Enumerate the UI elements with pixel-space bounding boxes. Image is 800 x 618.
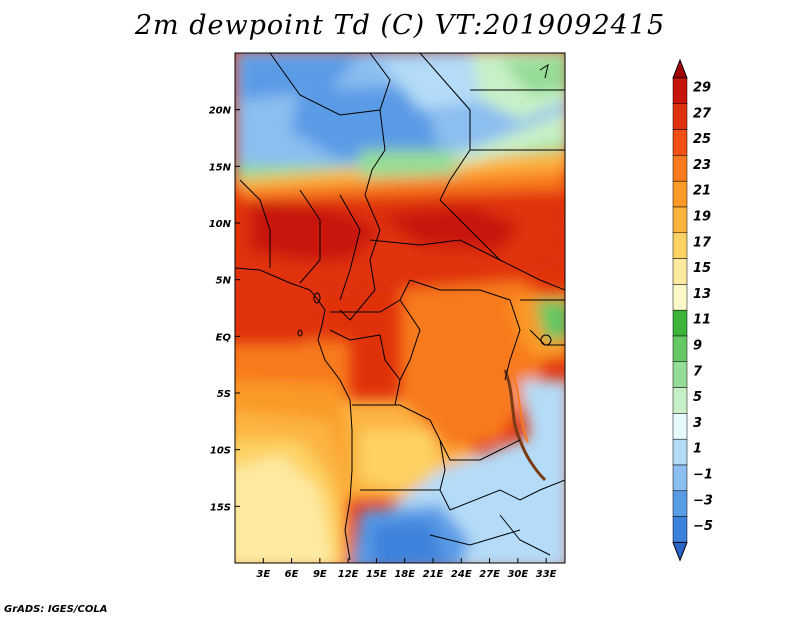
- lat-tick-label: 20N: [209, 106, 232, 117]
- lon-tick-label: 24E: [451, 569, 472, 580]
- colorbar-label: 1: [693, 442, 702, 457]
- lat-tick-label: 5S: [217, 389, 231, 400]
- colorbar-swatch: [672, 516, 688, 543]
- colorbar-label: 15: [693, 261, 711, 276]
- colorbar-swatch: [672, 258, 688, 285]
- colorbar-swatch: [672, 361, 688, 388]
- contour-field: [235, 53, 565, 563]
- colorbar-swatch: [672, 129, 688, 156]
- colorbar-top-arrow: [672, 58, 688, 79]
- lat-tick-label: 15N: [209, 162, 232, 173]
- lat-tick-label: 15S: [210, 502, 231, 513]
- colorbar-label: 3: [693, 416, 702, 431]
- colorbar: 29 27 25 23 21 19 17 15 13 11 9 7 5 3 1 −1 −3 −5: [672, 58, 713, 562]
- colorbar-label: 17: [693, 235, 712, 250]
- lat-tick-label: 5N: [216, 276, 232, 287]
- lon-tick-label: 30E: [507, 569, 528, 580]
- lon-tick-label: 9E: [313, 569, 327, 580]
- colorbar-swatch: [672, 155, 688, 182]
- lat-tick-label: 10N: [209, 219, 232, 230]
- colorbar-swatch: [672, 387, 688, 414]
- colorbar-label: 5: [693, 390, 702, 405]
- colorbar-label: 25: [693, 132, 711, 147]
- colorbar-swatch: [672, 284, 688, 311]
- lon-tick-label: 21E: [423, 569, 444, 580]
- colorbar-bottom-arrow: [672, 541, 688, 562]
- colorbar-swatch: [672, 413, 688, 440]
- lon-tick-label: 3E: [256, 569, 270, 580]
- colorbar-label: 7: [693, 364, 703, 379]
- colorbar-label: 13: [693, 287, 711, 302]
- lon-tick-label: 15E: [366, 569, 387, 580]
- footer-credit: GrADS: IGES/COLA: [4, 604, 108, 615]
- colorbar-label: 19: [693, 210, 711, 225]
- colorbar-swatch: [672, 180, 688, 208]
- colorbar-label: 11: [693, 313, 711, 328]
- colorbar-label: −1: [693, 468, 713, 483]
- boundaries: [235, 53, 565, 561]
- colorbar-swatch: [672, 77, 688, 105]
- colorbar-swatch: [672, 438, 688, 466]
- lat-tick-label: 10S: [210, 446, 231, 457]
- map-title: 2m dewpoint Td (C) VT:2019092415: [134, 10, 666, 41]
- lon-tick-label: 27E: [479, 569, 500, 580]
- colorbar-swatch: [672, 103, 688, 130]
- plot-frame: [234, 52, 566, 564]
- colorbar-label: 29: [693, 81, 711, 96]
- lon-tick-label: 33E: [536, 569, 557, 580]
- colorbar-swatch: [672, 206, 688, 234]
- colorbar-swatch: [672, 309, 688, 337]
- lon-tick-label: 12E: [338, 569, 359, 580]
- lon-tick-label: 6E: [285, 569, 299, 580]
- colorbar-swatch: [672, 490, 688, 517]
- lon-tick-label: 18E: [394, 569, 415, 580]
- colorbar-swatch: [672, 335, 688, 363]
- latitude-axis: 20N 15N 10N 5N EQ 5S 10S 15S: [209, 106, 240, 513]
- colorbar-label: −5: [693, 519, 713, 534]
- colorbar-label: −3: [693, 493, 713, 508]
- colorbar-swatch: [672, 232, 688, 259]
- colorbar-label: 23: [693, 158, 711, 173]
- colorbar-swatch: [672, 464, 688, 492]
- longitude-axis: 3E 6E 9E 12E 15E 18E 21E 24E 27E 30E 33E: [256, 558, 557, 580]
- colorbar-label: 27: [693, 106, 712, 121]
- colorbar-label: 9: [693, 339, 702, 354]
- colorbar-label: 21: [693, 184, 711, 199]
- lat-tick-label: EQ: [216, 332, 232, 343]
